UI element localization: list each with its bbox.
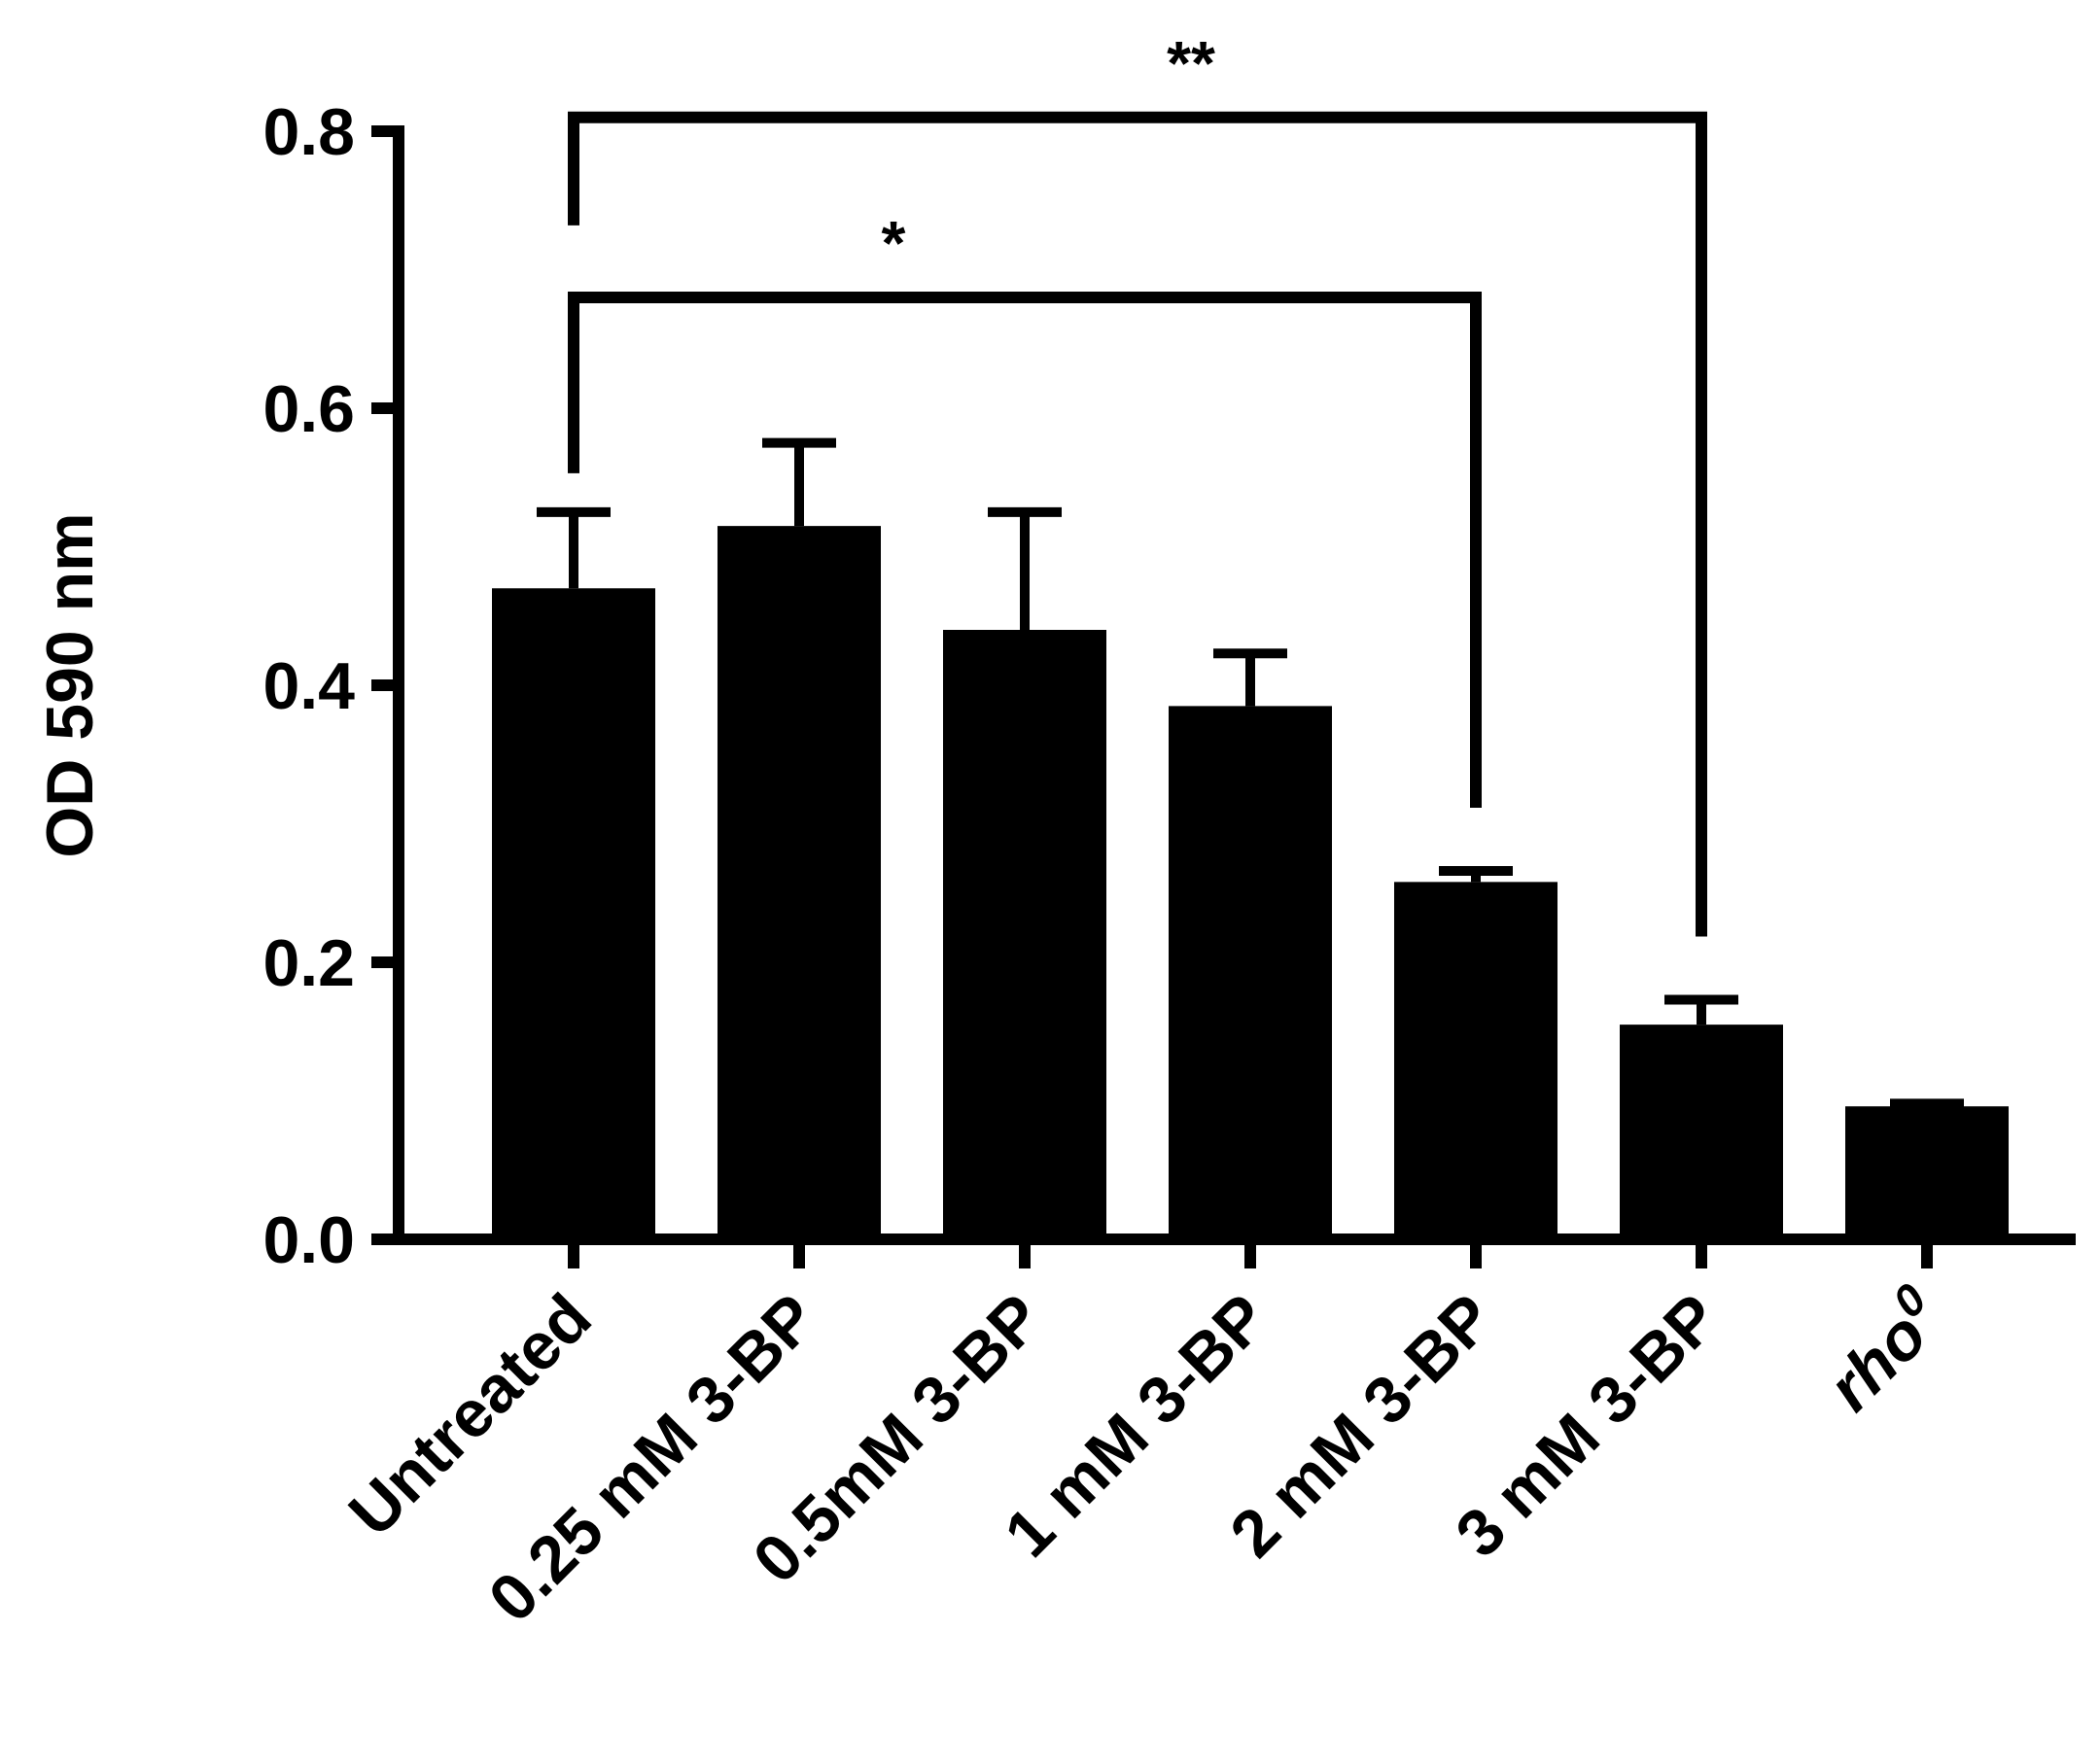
bar [1394, 882, 1558, 1239]
bar [492, 588, 655, 1239]
y-tick-label: 0.0 [262, 1203, 355, 1277]
y-tick-label: 0.2 [262, 926, 355, 1000]
y-axis-title: OD 590 nm [33, 512, 107, 857]
y-tick-label: 0.8 [262, 95, 355, 169]
y-tick-label: 0.4 [262, 649, 355, 723]
significance-bracket [568, 111, 1707, 937]
bar [1620, 1025, 1783, 1239]
bar [943, 630, 1106, 1239]
significance-label: ** [1167, 28, 1215, 98]
y-tick-label: 0.6 [262, 372, 355, 446]
bar [718, 526, 881, 1239]
x-tick-label: rho0 [1807, 1273, 1959, 1425]
superscript: 0 [1882, 1273, 1936, 1327]
significance-label: * [882, 208, 906, 278]
significance-bracket [568, 292, 1482, 808]
bar [1845, 1106, 2009, 1239]
bar [1169, 706, 1332, 1239]
